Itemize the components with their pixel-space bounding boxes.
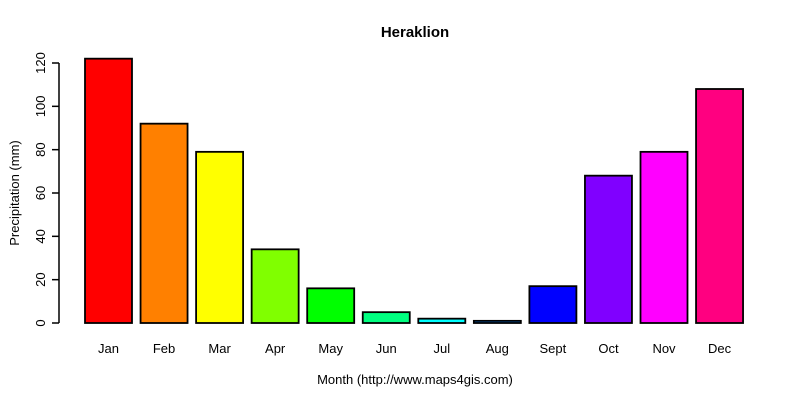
bar-nov	[639, 150, 689, 324]
x-tick-label-feb: Feb	[153, 341, 175, 356]
x-tick-label-aug: Aug	[486, 341, 509, 356]
bar-aug	[472, 319, 522, 324]
bar-jan	[84, 57, 133, 324]
x-tick-label-jun: Jun	[376, 341, 397, 356]
bar-jul	[417, 317, 467, 324]
y-tick-label: 60	[33, 186, 48, 200]
bar-sept	[528, 285, 578, 324]
x-tick-label-mar: Mar	[208, 341, 231, 356]
bars-group	[84, 57, 744, 324]
bar-may	[306, 287, 356, 324]
bar-mar	[195, 150, 245, 324]
y-tick-label: 80	[33, 142, 48, 156]
x-tick-label-may: May	[318, 341, 343, 356]
x-axis-labels: Jan Feb Mar Apr May Jun Jul Aug Sept Oct Nov Dec	[98, 341, 732, 356]
chart-title: Heraklion	[381, 24, 449, 41]
y-tick-label: 20	[33, 272, 48, 286]
x-tick-label-jul: Jul	[433, 341, 450, 356]
x-tick-label-jan: Jan	[98, 341, 119, 356]
y-tick-label: 120	[33, 52, 48, 74]
y-tick-label: 0	[33, 319, 48, 326]
x-tick-label-nov: Nov	[652, 341, 676, 356]
y-axis: 0 20 40 60 80 100 120	[33, 52, 60, 327]
x-axis-label: Month (http://www.maps4gis.com)	[317, 372, 513, 387]
x-tick-label-apr: Apr	[265, 341, 286, 356]
bar-apr	[250, 248, 300, 324]
bar-dec	[695, 88, 744, 324]
y-tick-label: 40	[33, 229, 48, 243]
bar-feb	[139, 122, 189, 324]
bar-oct	[584, 174, 633, 324]
x-tick-label-oct: Oct	[598, 341, 619, 356]
bar-jun	[361, 311, 411, 324]
x-tick-label-sept: Sept	[540, 341, 567, 356]
y-axis-label: Precipitation (mm)	[7, 140, 22, 245]
x-tick-label-dec: Dec	[708, 341, 732, 356]
y-tick-label: 100	[33, 95, 48, 117]
